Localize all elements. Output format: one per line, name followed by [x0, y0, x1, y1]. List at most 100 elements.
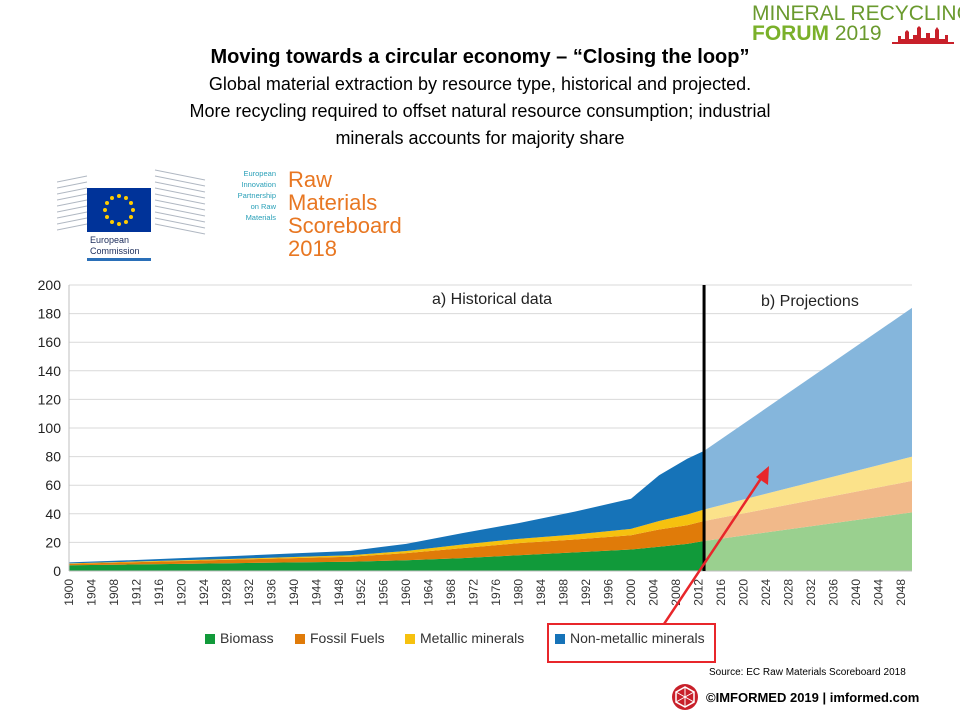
- x-tick-label: 1976: [489, 579, 503, 606]
- x-tick-label: 1944: [309, 579, 323, 606]
- x-tick-label: 2032: [804, 579, 818, 606]
- x-tick-label: 1968: [444, 579, 458, 606]
- area-fossil-fuels: [69, 520, 705, 566]
- highlight-arrow: [661, 466, 769, 625]
- legend-item-metallic-minerals: Metallic minerals: [405, 630, 524, 646]
- legend-label: Metallic minerals: [420, 630, 525, 646]
- subtitle-line-1: Global material extraction by resource t…: [208, 74, 752, 94]
- x-tick-label: 2024: [759, 579, 773, 606]
- x-tick-label: 2000: [624, 579, 638, 606]
- y-tick-label: 80: [45, 449, 61, 465]
- y-tick-label: 60: [45, 477, 61, 493]
- projected-area-fossil-fuels: [704, 480, 912, 541]
- x-tick-label: 2016: [714, 579, 728, 606]
- x-tick-label: 1912: [129, 579, 143, 606]
- x-tick-label: 2036: [826, 579, 840, 606]
- x-tick-label: 2040: [849, 579, 863, 606]
- x-tick-labels: 1900 1904 1908 1912 1916 1920 1924 1928 1932 1936…: [62, 579, 908, 606]
- slide-title: Moving towards a circular economy – “Clo…: [210, 46, 750, 68]
- mrf-logo-line2: FORUM 2019: [752, 22, 882, 46]
- eip-line: Innovation: [241, 180, 276, 189]
- mrf-logo-forum: FORUM: [752, 22, 829, 45]
- legend-label: Fossil Fuels: [310, 630, 385, 646]
- historical-areas: [69, 450, 705, 571]
- source-note: Source: EC Raw Materials Scoreboard 2018: [709, 667, 906, 678]
- area-non-metallic-minerals: [69, 450, 705, 564]
- skyline-icon: [892, 26, 954, 44]
- x-tick-label: 1932: [242, 579, 256, 606]
- legend-item-fossil-fuels: Fossil Fuels: [295, 630, 385, 646]
- mrf-logo-line1: MINERAL RECYCLING: [752, 2, 960, 25]
- chart-legend: Biomass Fossil Fuels Metallic minerals N…: [205, 630, 725, 652]
- eip-line: on Raw: [250, 202, 276, 211]
- legend-swatch: [205, 634, 215, 644]
- x-tick-label: 1952: [354, 579, 368, 606]
- eip-line: European: [243, 169, 276, 178]
- ec-building-icon: [57, 169, 206, 235]
- imformed-logo-icon: [672, 684, 698, 710]
- footer-copyright: ©IMFORMED 2019 | imformed.com: [706, 690, 920, 705]
- eip-line: Partnership: [237, 191, 276, 200]
- ec-label-line2: Commission: [90, 246, 140, 256]
- legend-swatch: [405, 634, 415, 644]
- rms-line: 2018: [288, 236, 337, 261]
- x-tick-label: 1900: [62, 579, 76, 606]
- y-tick-label: 180: [38, 306, 62, 322]
- rms-line: Scoreboard: [288, 213, 402, 238]
- x-tick-label: 1960: [399, 579, 413, 606]
- projected-area-biomass: [704, 512, 912, 571]
- x-tick-label: 1920: [174, 579, 188, 606]
- projected-area-non-metallic-minerals: [704, 307, 912, 510]
- x-tick-label: 1988: [557, 579, 571, 606]
- projected-area-metallic-minerals: [704, 456, 912, 521]
- mineral-recycling-forum-logo: MINERAL RECYCLING FORUM 2019: [752, 2, 960, 46]
- x-tick-label: 1940: [287, 579, 301, 606]
- x-tick-label: 1996: [602, 579, 616, 606]
- chart-axes: [68, 285, 912, 572]
- area-metallic-minerals: [69, 509, 705, 564]
- x-tick-label: 1992: [579, 579, 593, 606]
- y-tick-label: 140: [38, 363, 62, 379]
- y-tick-label: 0: [53, 563, 61, 579]
- x-tick-label: 1948: [332, 579, 346, 606]
- x-tick-label: 2044: [871, 579, 885, 606]
- y-tick-label: 120: [38, 391, 62, 407]
- legend-item-non-metallic-minerals: Non-metallic minerals: [555, 630, 705, 646]
- legend-label: Non-metallic minerals: [570, 630, 705, 646]
- x-tick-label: 1924: [197, 579, 211, 606]
- legend-highlight-box: [547, 623, 716, 663]
- x-tick-label: 1936: [264, 579, 278, 606]
- x-tick-label: 2048: [894, 579, 908, 606]
- x-tick-label: 2020: [736, 579, 750, 606]
- y-tick-label: 20: [45, 534, 61, 550]
- x-tick-label: 1908: [107, 579, 121, 606]
- x-tick-label: 1916: [152, 579, 166, 606]
- y-tick-labels: 0 20 40 60 80 100 120 140 160 180 200: [38, 277, 62, 579]
- annotation-projections: b) Projections: [761, 293, 859, 310]
- legend-swatch: [555, 634, 565, 644]
- area-biomass: [69, 540, 705, 571]
- rms-line: Materials: [288, 190, 378, 215]
- rms-line: Raw: [288, 167, 333, 192]
- x-tick-label: 2008: [669, 579, 683, 606]
- y-tick-label: 100: [38, 420, 62, 436]
- x-tick-label: 1928: [219, 579, 233, 606]
- x-tick-label: 1964: [422, 579, 436, 606]
- x-tick-label: 1904: [84, 579, 98, 606]
- x-tick-label: 1980: [512, 579, 526, 606]
- mrf-logo-year: 2019: [834, 22, 882, 45]
- european-commission-logo: European Commission: [57, 162, 207, 264]
- raw-materials-scoreboard-logo: Raw Materials Scoreboard 2018: [288, 168, 402, 260]
- annotation-historical: a) Historical data: [432, 291, 552, 308]
- subtitle-line-3: minerals accounts for majority share: [335, 128, 625, 148]
- x-tick-label: 1972: [467, 579, 481, 606]
- x-tick-label: 1956: [377, 579, 391, 606]
- x-tick-label: 1984: [534, 579, 548, 606]
- legend-item-biomass: Biomass: [205, 630, 274, 646]
- subtitle-line-2: More recycling required to offset natura…: [189, 101, 771, 121]
- y-tick-label: 200: [38, 277, 62, 293]
- eip-raw-materials-text: European Innovation Partnership on Raw M…: [218, 168, 276, 223]
- projected-areas: [704, 307, 912, 571]
- y-tick-label: 40: [45, 506, 61, 522]
